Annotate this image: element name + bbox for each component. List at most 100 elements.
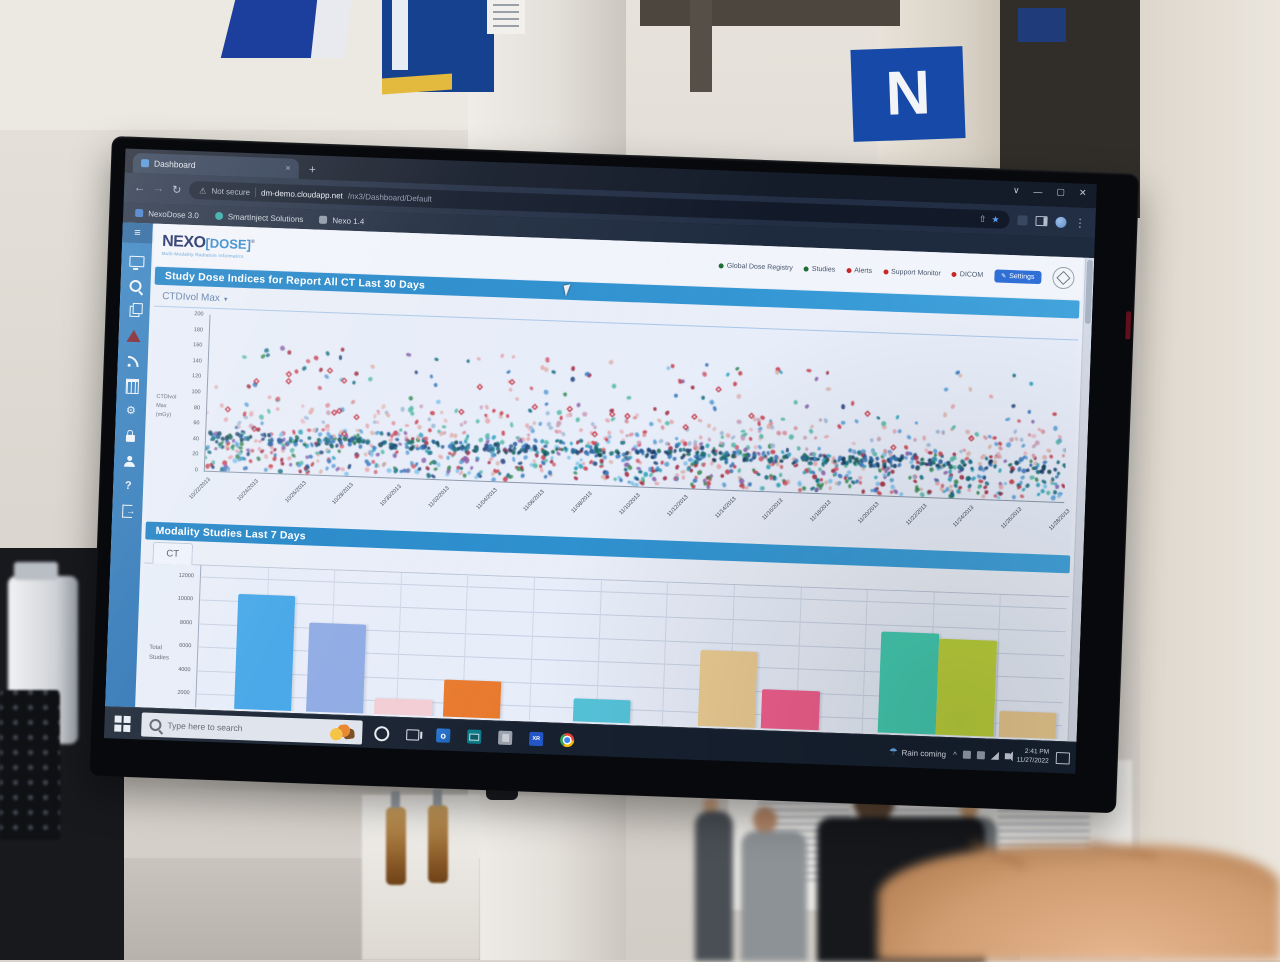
sidebar-item-user[interactable]	[114, 452, 145, 469]
cortana-button[interactable]	[369, 721, 394, 746]
notification-center-icon[interactable]	[1055, 752, 1071, 765]
minimize-button[interactable]	[1033, 186, 1042, 196]
url-path: /nx3/Dashboard/Default	[347, 191, 433, 204]
profile-avatar[interactable]	[1055, 216, 1067, 228]
logo-text: NEXO	[161, 232, 206, 252]
tab-favicon	[140, 159, 150, 168]
status-label: Support Monitor	[890, 268, 941, 277]
status-label: Studies	[811, 265, 836, 274]
cortana-icon	[373, 725, 390, 742]
scatter-canvas	[204, 314, 1070, 503]
task-view-button[interactable]	[400, 722, 425, 747]
sidebar-item-search[interactable]	[120, 277, 151, 294]
dashboard-monitor-icon	[128, 255, 145, 267]
sidebar-item-copy[interactable]	[119, 302, 150, 319]
booth-banner-mid	[382, 0, 494, 92]
bezel-reflection	[1125, 311, 1132, 340]
bookmark-star-icon[interactable]	[991, 214, 999, 225]
browser-menu-icon[interactable]	[1074, 216, 1085, 229]
scatter-y-tick: 60	[193, 420, 200, 427]
share-icon[interactable]	[979, 213, 987, 224]
tray-icon[interactable]	[962, 750, 971, 759]
chevron-down-icon[interactable]	[1013, 185, 1020, 196]
small-sign	[487, 0, 525, 34]
scatter-y-tick: 40	[192, 435, 200, 443]
sidebar-item-logout[interactable]	[112, 502, 143, 519]
menu-icon: ≡	[134, 226, 141, 239]
taskbar-clock[interactable]: 2:41 PM 11/27/2022	[1016, 748, 1050, 767]
contrast-bottle	[386, 791, 406, 885]
search-highlight-doodle[interactable]	[327, 723, 356, 741]
scatter-x-tick: 11/08/2013	[570, 490, 594, 515]
logout-icon	[122, 504, 133, 518]
side-panel-icon[interactable]	[1035, 215, 1048, 227]
scatter-y-tick: 180	[193, 326, 204, 334]
umbrella-icon	[888, 746, 897, 757]
bar-y-tick: 8000	[179, 619, 193, 627]
start-button[interactable]	[110, 711, 135, 736]
sidebar-item-gear[interactable]: ⚙	[116, 402, 147, 419]
tab-ct[interactable]: CT	[152, 541, 194, 566]
bookmark-item[interactable]: NexoDose 3.0	[135, 208, 199, 220]
status-dot	[718, 262, 724, 269]
ceiling-beam-vertical	[690, 0, 712, 92]
gray-app-icon	[497, 730, 513, 746]
volume-icon[interactable]	[1004, 753, 1010, 760]
bar-plot-area	[195, 565, 1067, 740]
system-tray: ^	[953, 750, 1010, 761]
tray-icon[interactable]	[976, 751, 985, 760]
not-secure-icon	[199, 186, 206, 195]
network-icon[interactable]	[990, 751, 999, 760]
taskbar-search-box[interactable]: Type here to search	[141, 712, 363, 745]
bookmark-item[interactable]: Nexo 1.4	[319, 215, 365, 226]
bar-y-tick: 6000	[178, 643, 192, 650]
status-label: DICOM	[959, 270, 984, 279]
settings-button[interactable]: Settings	[993, 268, 1042, 284]
sidebar-item-warning[interactable]	[118, 327, 149, 344]
scatter-y-tick: 100	[191, 389, 201, 396]
status-indicator-row: Global Dose Registry Studies Alerts Support…	[718, 254, 1075, 290]
close-window-button[interactable]	[1079, 187, 1087, 198]
weather-widget[interactable]: Rain coming	[888, 746, 946, 759]
modality-bar	[934, 638, 997, 740]
scatter-x-tick: 11/20/2013	[857, 501, 881, 525]
hidden-icons-chevron[interactable]: ^	[952, 749, 958, 759]
gray-app-button[interactable]	[493, 725, 518, 750]
scatter-x-tick: 10/26/2013	[283, 480, 308, 505]
status-dot	[846, 267, 852, 273]
chrome-app-button[interactable]	[555, 728, 580, 753]
sidebar-item-menu[interactable]: ≡	[122, 222, 153, 244]
scatter-x-tick: 11/10/2013	[618, 492, 642, 517]
extension-icon[interactable]	[1017, 215, 1028, 226]
xr-app-button[interactable]: XR	[524, 727, 549, 752]
nexodose-page: ≡ ⚙? NEXO[DOSE]® Multi-Modality Radiation…	[105, 222, 1095, 742]
sidebar-item-calc[interactable]	[117, 377, 148, 394]
sidebar-item-rss[interactable]	[117, 352, 148, 369]
url-divider	[254, 187, 257, 198]
back-icon[interactable]	[134, 182, 145, 194]
bookmark-item[interactable]: SmartInject Solutions	[214, 211, 304, 224]
settings-gear-icon: ⚙	[125, 404, 137, 417]
teal-app-button[interactable]	[462, 724, 487, 749]
chrome-icon	[559, 732, 575, 748]
status-indicator: Global Dose Registry	[718, 262, 793, 272]
outlook-app-button[interactable]: o	[431, 723, 456, 748]
maximize-button[interactable]	[1056, 187, 1065, 198]
booth-banner-left	[220, 0, 348, 58]
xr-app-icon: XR	[528, 731, 544, 747]
forward-icon[interactable]	[153, 183, 164, 195]
scatter-y-tick: 120	[191, 373, 202, 380]
new-tab-button[interactable]	[309, 162, 317, 176]
reload-icon[interactable]	[172, 183, 182, 196]
status-dot	[803, 265, 809, 272]
status-label: Alerts	[854, 266, 873, 275]
certification-badge	[1052, 266, 1075, 290]
sidebar-item-help[interactable]: ?	[113, 477, 144, 494]
scrollbar-thumb[interactable]	[1084, 259, 1094, 324]
sidebar-item-monitor[interactable]	[121, 252, 152, 269]
scatter-x-tick: 11/02/2013	[427, 485, 451, 510]
sidebar-item-lock[interactable]	[115, 427, 146, 444]
user-icon	[123, 461, 135, 468]
scatter-plot-area	[203, 314, 1070, 504]
tab-close-icon[interactable]	[285, 164, 291, 172]
